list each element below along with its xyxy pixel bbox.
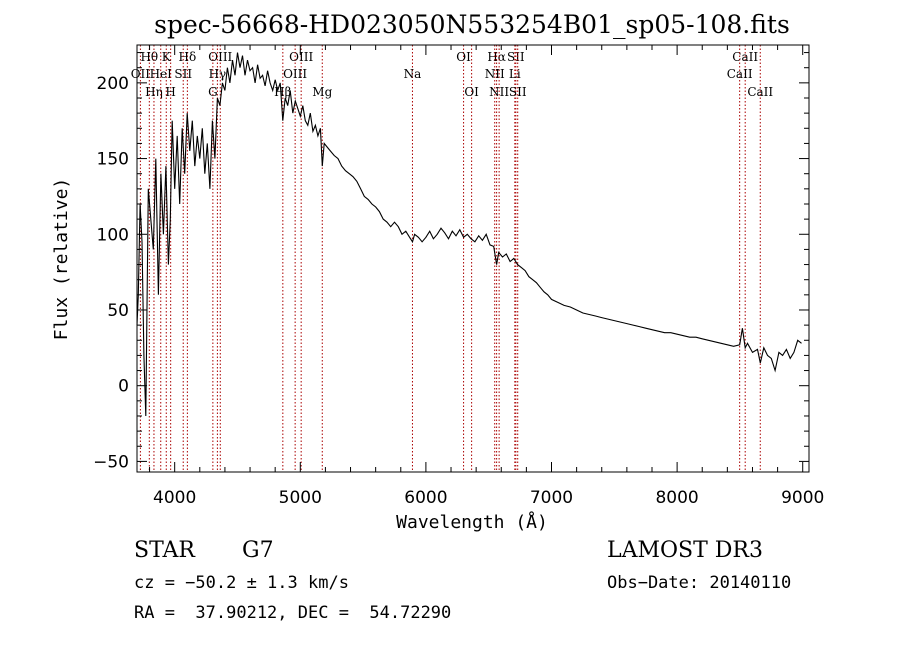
y-tick-label-1: 0 (118, 377, 129, 397)
marker-label-3: K (162, 50, 172, 64)
object-subclass: G7 (242, 538, 274, 563)
survey-label: LAMOST DR3 (607, 538, 763, 563)
marker-label-6: Hδ (179, 50, 197, 64)
marker-label-9: Hγ (209, 67, 227, 81)
x-tick-label-1: 5000 (279, 488, 322, 508)
marker-label-17: OI (464, 85, 479, 99)
marker-label-14: Mg (312, 85, 332, 99)
coordinates: RA = 37.90212, DEC = 54.72290 (134, 603, 452, 623)
axes: 4000 5000 6000 7000 8000 9000 −50 0 50 100 150 200 (93, 45, 824, 508)
y-tick-label-4: 150 (97, 150, 129, 170)
marker-label-8: OIII (208, 50, 232, 64)
plot-frame (136, 44, 810, 473)
marker-label-12: OIII (283, 67, 307, 81)
marker-label-19: SII (507, 50, 525, 64)
marker-label-7: SII (174, 67, 192, 81)
y-tick-label-5: 200 (97, 74, 129, 94)
x-tick-label-2: 6000 (404, 488, 447, 508)
marker-label-10: G (208, 85, 218, 99)
x-tick-label-3: 7000 (530, 488, 573, 508)
y-tick-label-3: 100 (97, 225, 129, 245)
marker-label-11: OIII (289, 50, 313, 64)
object-class: STAR (134, 538, 195, 563)
x-tick-label-0: 4000 (153, 488, 196, 508)
marker-label-18: Hα (487, 50, 506, 64)
marker-label-15: Na (404, 67, 422, 81)
marker-label-22: NII (489, 85, 509, 99)
marker-label-23: SII (509, 85, 527, 99)
marker-label-0: Hθ (140, 50, 158, 64)
y-axis-label: Flux (relative) (51, 178, 72, 341)
marker-label-1: OII (131, 67, 151, 81)
y-tick-label-2: 50 (107, 301, 129, 321)
chart-title: spec-56668-HD023050N553254B01_sp05-108.f… (154, 10, 790, 39)
marker-label-21: Li (509, 67, 521, 81)
observation-date: Obs−Date: 20140110 (607, 573, 792, 593)
marker-label-20: NII (485, 67, 505, 81)
x-tick-label-4: 8000 (655, 488, 698, 508)
marker-label-4: HeI (150, 67, 173, 81)
marker-label-2: Hη (145, 85, 163, 99)
marker-label-25: CaII (727, 67, 753, 81)
marker-label-5: H (165, 85, 175, 99)
marker-label-24: CaII (732, 50, 758, 64)
marker-label-26: CaII (747, 85, 773, 99)
y-tick-label-0: −50 (93, 452, 129, 472)
x-tick-label-5: 9000 (781, 488, 824, 508)
marker-label-16: OI (456, 50, 471, 64)
spectrum-line (136, 52, 802, 417)
redshift-velocity: cz = −50.2 ± 1.3 km/s (134, 573, 349, 593)
x-axis-label: Wavelength (Å) (396, 511, 548, 533)
